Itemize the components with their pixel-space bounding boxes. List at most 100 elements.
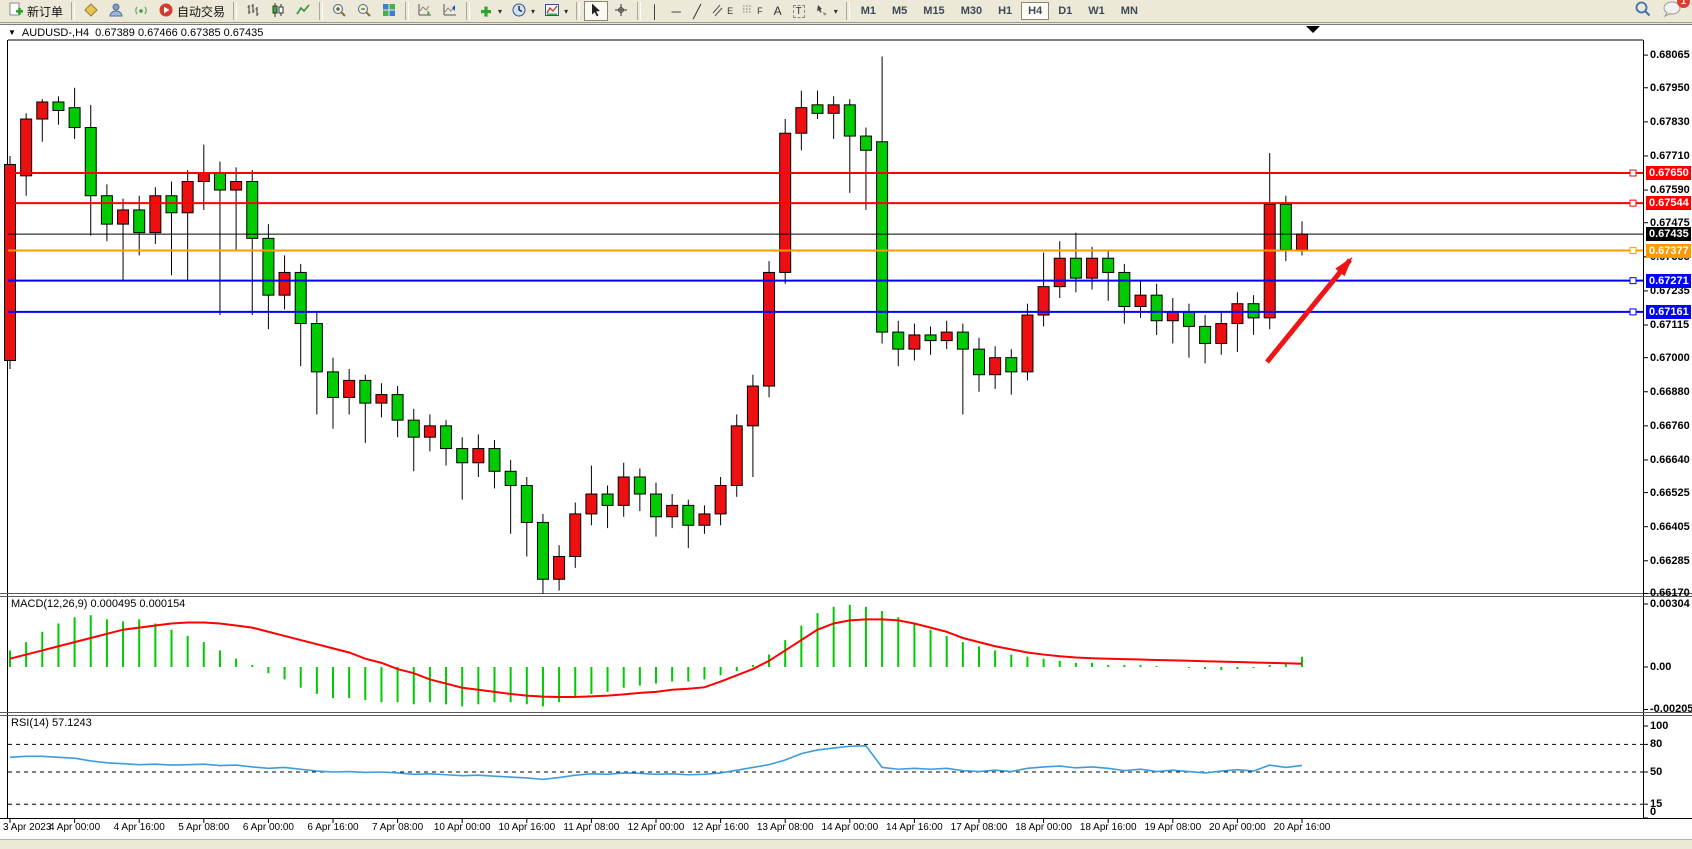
candle-body <box>100 195 113 225</box>
crosshair-tool-button[interactable] <box>609 1 633 21</box>
trendline-tool-button[interactable]: ╱ <box>687 1 707 21</box>
candle-body <box>197 172 210 183</box>
candle-body <box>504 470 517 486</box>
fibonacci-label: F <box>757 6 763 16</box>
candle-body <box>294 271 307 325</box>
cursor-icon <box>588 2 604 21</box>
text-label-icon: T <box>792 4 805 18</box>
add-indicator-icon <box>478 2 494 21</box>
candle-body <box>617 476 630 506</box>
chart-dropdown-icon[interactable]: ▼ <box>8 28 16 37</box>
signals-button[interactable] <box>129 1 153 21</box>
chart-window[interactable] <box>0 24 1692 840</box>
fibonacci-icon <box>742 3 754 20</box>
candle-body <box>117 209 130 225</box>
cursor-tool-button[interactable] <box>584 1 609 21</box>
candle-body <box>827 104 840 114</box>
candle-body <box>213 172 226 191</box>
timeframe-button-m5[interactable]: M5 <box>892 5 908 17</box>
indicators-button[interactable]: ▾ <box>474 1 506 21</box>
templates-button[interactable]: ▾ <box>540 1 572 21</box>
trend-arrow-annotation[interactable] <box>1265 258 1352 364</box>
candle-body <box>1053 257 1066 288</box>
rsi-value: 57.1243 <box>51 717 92 729</box>
template-chart-icon <box>544 2 560 21</box>
toolbar-separator <box>576 2 581 20</box>
line-end-marker <box>1629 247 1637 255</box>
candle-body <box>472 448 485 464</box>
trend-arrow-head[interactable] <box>1335 256 1353 277</box>
text-tool-button[interactable]: A <box>768 1 788 21</box>
candle-body <box>1263 203 1276 319</box>
zoom-in-button[interactable] <box>327 1 351 21</box>
periods-button[interactable]: ▾ <box>507 1 539 21</box>
chart-shift-marker[interactable] <box>1306 26 1320 33</box>
fibonacci-tool-button[interactable]: F <box>738 1 767 21</box>
candlestick-chart-button[interactable] <box>266 1 290 21</box>
rsi-name: RSI(14) <box>11 717 49 729</box>
bar-chart-button[interactable] <box>241 1 265 21</box>
new-order-icon <box>8 2 24 21</box>
candle-body <box>20 118 33 177</box>
styles-button[interactable] <box>79 1 103 21</box>
candle-body <box>133 209 146 234</box>
candle-body <box>859 135 872 151</box>
channel-tool-button[interactable]: E <box>708 1 737 21</box>
toolbar-separator <box>405 2 410 20</box>
candle-body <box>569 513 582 558</box>
timeframe-button-m15[interactable]: M15 <box>923 5 945 17</box>
auto-trading-button[interactable]: 自动交易 <box>154 1 229 21</box>
timeframe-button-m1[interactable]: M1 <box>860 5 876 17</box>
toolbar-separator <box>637 2 642 20</box>
candlestick-chart-icon <box>270 2 286 21</box>
zoom-out-icon <box>356 2 372 21</box>
candle-body <box>456 448 469 464</box>
candle-body <box>52 101 65 112</box>
channel-icon <box>712 3 724 20</box>
candle-body <box>1118 271 1131 308</box>
search-icon[interactable] <box>1634 0 1652 23</box>
timeframe-button-h1[interactable]: H1 <box>998 5 1013 17</box>
line-end-marker <box>1629 277 1637 285</box>
candle-body <box>811 104 824 114</box>
candle-body <box>1296 233 1308 251</box>
macd-signal-line <box>9 618 1303 699</box>
profile-button[interactable] <box>104 1 128 21</box>
notification-badge: 1 <box>1677 0 1690 8</box>
profile-icon <box>108 2 124 21</box>
text-label-tool-button[interactable]: T <box>789 1 809 21</box>
candle-body <box>165 195 178 214</box>
candle-body <box>666 504 679 518</box>
line-chart-button[interactable] <box>291 1 315 21</box>
candle-body <box>892 331 905 350</box>
candle-body <box>310 323 323 373</box>
candle-body <box>84 127 97 197</box>
candle-body <box>1279 203 1292 251</box>
chart-shift-icon <box>442 2 458 21</box>
chart-title-symbol: AUDUSD-,H4 <box>21 26 90 39</box>
chart-shift-button[interactable] <box>438 1 462 21</box>
horizontal-line-tool-button[interactable]: ─ <box>666 1 686 21</box>
timeframe-button-w1[interactable]: W1 <box>1088 5 1105 17</box>
chart-title-ohlc: 0.67389 0.67466 0.67385 0.67435 <box>95 26 264 39</box>
candle-body <box>230 181 243 191</box>
auto-scroll-button[interactable] <box>413 1 437 21</box>
panel-borders <box>7 39 1644 818</box>
zoom-out-button[interactable] <box>352 1 376 21</box>
arrows-tool-button[interactable]: ▾ <box>810 1 842 21</box>
new-order-button[interactable]: 新订单 <box>4 1 67 21</box>
vertical-line-tool-button[interactable]: │ <box>645 1 665 21</box>
timeframe-button-mn[interactable]: MN <box>1120 5 1138 17</box>
toolbar-separator <box>466 2 471 20</box>
candle-body <box>278 271 291 296</box>
line-end-marker <box>1629 169 1637 177</box>
timeframe-button-d1[interactable]: D1 <box>1058 5 1073 17</box>
chat-button[interactable]: 1 <box>1662 0 1690 22</box>
timeframe-button-h4[interactable]: H4 <box>1021 2 1050 20</box>
candle-body <box>1021 314 1034 373</box>
candle-body <box>488 448 501 472</box>
timeframe-button-m30[interactable]: M30 <box>960 5 983 17</box>
candle-body <box>1102 257 1115 273</box>
tile-windows-button[interactable] <box>377 1 401 21</box>
